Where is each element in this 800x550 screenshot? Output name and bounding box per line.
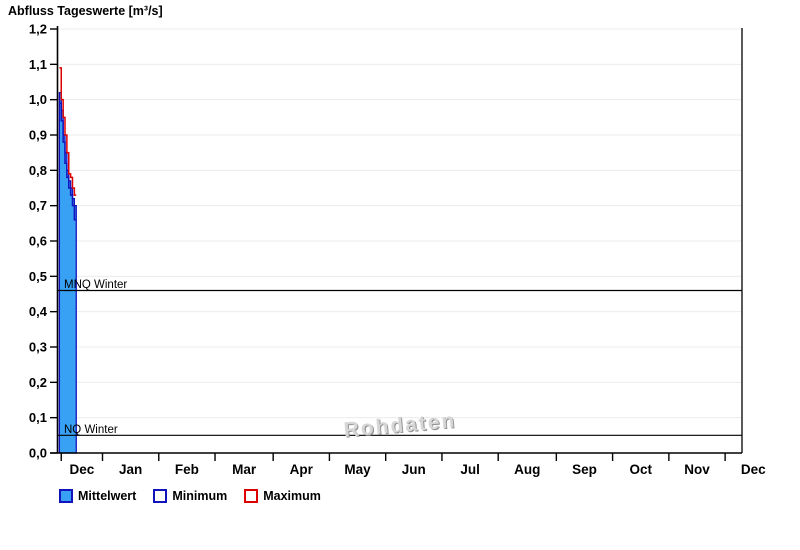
minimum-line <box>59 102 77 221</box>
minimum-swatch-icon <box>153 489 168 503</box>
legend-label-mittelwert: Mittelwert <box>78 489 137 503</box>
threshold-label: MNQ Winter <box>64 279 127 291</box>
y-tick-label: 0,1 <box>29 410 47 425</box>
mittelwert-swatch-icon <box>59 489 73 503</box>
x-month-label: May <box>344 462 371 477</box>
y-tick-label: 0,9 <box>29 128 47 143</box>
x-month-label: Jul <box>460 462 480 477</box>
x-month-label: Apr <box>290 462 314 477</box>
y-tick-label: 0,3 <box>29 340 47 355</box>
legend-label-minimum: Minimum <box>172 489 228 503</box>
y-tick-label: 0,8 <box>29 163 47 178</box>
y-tick-label: 1,1 <box>29 57 47 72</box>
y-tick-label: 0,4 <box>29 304 48 319</box>
legend-label-maximum: Maximum <box>263 489 321 503</box>
x-month-label: Mar <box>232 462 257 477</box>
x-month-label: Dec <box>741 462 766 477</box>
y-tick-label: 0,0 <box>29 446 47 461</box>
x-month-label: Nov <box>684 462 710 477</box>
y-tick-label: 0,2 <box>29 375 47 390</box>
x-month-label: Oct <box>629 462 652 477</box>
chart-legend: Mittelwert Minimum Maximum <box>59 489 321 503</box>
threshold-label: NQ Winter <box>64 424 118 436</box>
x-month-label: Jan <box>119 462 142 477</box>
x-month-label: Feb <box>175 462 199 477</box>
mean-area <box>58 91 77 454</box>
x-month-label: Dec <box>69 462 94 477</box>
maximum-swatch-icon <box>244 489 259 503</box>
y-tick-label: 1,2 <box>29 22 47 37</box>
x-month-label: Aug <box>514 462 540 477</box>
y-tick-label: 0,7 <box>29 198 47 213</box>
legend-item-mittelwert: Mittelwert <box>59 489 136 503</box>
x-month-label: Jun <box>402 462 426 477</box>
x-month-label: Sep <box>572 462 597 477</box>
legend-item-maximum: Maximum <box>244 489 321 503</box>
y-tick-label: 0,6 <box>29 234 47 249</box>
legend-item-minimum: Minimum <box>153 489 227 503</box>
y-tick-label: 0,5 <box>29 269 47 284</box>
chart-title: Abfluss Tageswerte [m³/s] <box>8 4 163 18</box>
y-tick-label: 1,0 <box>29 92 47 107</box>
maximum-line <box>59 67 77 196</box>
